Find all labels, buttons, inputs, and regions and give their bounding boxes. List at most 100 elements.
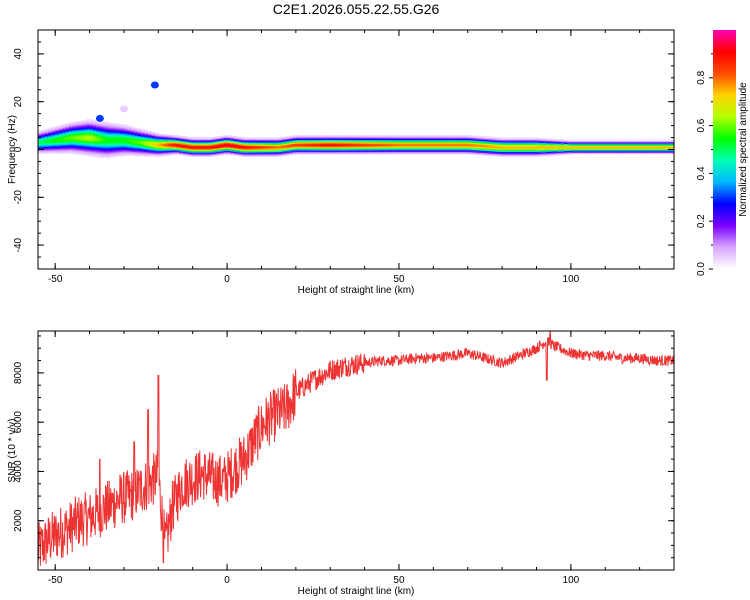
heatmap-cell	[161, 153, 166, 155]
heatmap-cell	[110, 131, 115, 133]
heatmap-cell	[185, 153, 190, 155]
heatmap-cell	[68, 129, 73, 132]
heatmap-cell	[330, 151, 335, 154]
heatmap-cell	[137, 135, 142, 138]
heatmap-cell	[646, 140, 651, 143]
heatmap-cell	[326, 136, 331, 138]
heatmap-cell	[223, 153, 228, 155]
spectrogram-y-tick-label: 0	[13, 146, 24, 152]
heatmap-cell	[560, 145, 565, 147]
heatmap-cell	[460, 146, 465, 149]
heatmap-cell	[106, 128, 111, 130]
heatmap-cell	[632, 143, 637, 145]
heatmap-cell	[165, 147, 170, 150]
heatmap-spot	[119, 105, 128, 113]
heatmap-cell	[478, 141, 482, 144]
heatmap-cell	[539, 141, 544, 144]
heatmap-cell	[89, 140, 94, 143]
heatmap-cell	[639, 140, 644, 143]
heatmap-cell	[203, 151, 207, 154]
heatmap-cell	[412, 139, 417, 142]
heatmap-cell	[591, 151, 596, 154]
heatmap-cell	[653, 152, 658, 155]
heatmap-cell	[423, 146, 427, 149]
heatmap-cell	[467, 136, 472, 138]
heatmap-cell	[529, 155, 534, 157]
heatmap-cell	[127, 144, 132, 147]
heatmap-cell	[199, 149, 204, 151]
heatmap-cell	[41, 143, 46, 146]
heatmap-cell	[570, 141, 575, 144]
heatmap-cell	[423, 138, 427, 141]
heatmap-cell	[172, 144, 176, 147]
heatmap-cell	[86, 134, 90, 136]
heatmap-cell	[605, 141, 610, 144]
heatmap-cell	[96, 143, 101, 145]
heatmap-cell	[213, 141, 218, 143]
heatmap-cell	[271, 149, 276, 151]
heatmap-cell	[96, 147, 101, 150]
heatmap-cell	[423, 140, 427, 143]
heatmap-cell	[522, 143, 527, 145]
heatmap-cell	[264, 148, 269, 150]
heatmap-cell	[302, 152, 307, 155]
heatmap-cell	[460, 140, 465, 143]
heatmap-cell	[398, 142, 403, 144]
heatmap-cell	[313, 145, 317, 148]
heatmap-cell	[526, 145, 531, 148]
heatmap-cell	[68, 130, 73, 133]
heatmap-cell	[182, 142, 187, 144]
heatmap-cell	[275, 152, 280, 155]
heatmap-cell	[41, 142, 46, 145]
heatmap-cell	[440, 134, 445, 137]
heatmap-cell	[254, 154, 259, 156]
heatmap-cell	[44, 145, 49, 148]
heatmap-cell	[505, 144, 510, 147]
heatmap-cell	[529, 149, 534, 151]
heatmap-cell	[154, 137, 159, 140]
heatmap-cell	[62, 145, 66, 148]
heatmap-cell	[433, 148, 438, 150]
heatmap-cell	[374, 136, 379, 138]
heatmap-cell	[426, 138, 431, 141]
heatmap-cell	[364, 134, 369, 137]
heatmap-cell	[168, 138, 173, 141]
heatmap-cell	[103, 124, 108, 127]
heatmap-cell	[533, 149, 537, 151]
heatmap-cell	[65, 134, 70, 136]
heatmap-cell	[495, 146, 500, 149]
heatmap-cell	[89, 133, 94, 136]
heatmap-cell	[433, 152, 438, 155]
heatmap-cell	[361, 140, 365, 143]
heatmap-cell	[38, 137, 42, 140]
heatmap-cell	[453, 143, 458, 145]
heatmap-cell	[543, 148, 548, 150]
heatmap-cell	[144, 131, 149, 133]
heatmap-cell	[144, 142, 149, 144]
heatmap-cell	[388, 149, 393, 151]
heatmap-cell	[209, 146, 214, 149]
heatmap-cell	[560, 151, 565, 153]
heatmap-cell	[189, 140, 194, 143]
heatmap-cell	[165, 145, 170, 147]
heatmap-cell	[96, 151, 101, 154]
heatmap-cell	[357, 136, 362, 138]
heatmap-cell	[429, 150, 434, 153]
heatmap-cell	[189, 150, 194, 152]
heatmap-cell	[295, 150, 300, 153]
heatmap-cell	[123, 141, 128, 144]
heatmap-cell	[343, 134, 348, 137]
heatmap-cell	[354, 139, 359, 142]
heatmap-cell	[543, 150, 548, 153]
heatmap-cell	[381, 144, 386, 147]
heatmap-cell	[478, 144, 482, 146]
heatmap-cell	[168, 145, 173, 148]
heatmap-cell	[79, 149, 84, 152]
heatmap-cell	[82, 128, 87, 131]
heatmap-cell	[106, 130, 111, 133]
heatmap-cell	[326, 145, 331, 148]
heatmap-cell	[168, 152, 173, 155]
heatmap-cell	[137, 130, 142, 133]
heatmap-cell	[299, 151, 304, 154]
heatmap-cell	[86, 145, 90, 147]
